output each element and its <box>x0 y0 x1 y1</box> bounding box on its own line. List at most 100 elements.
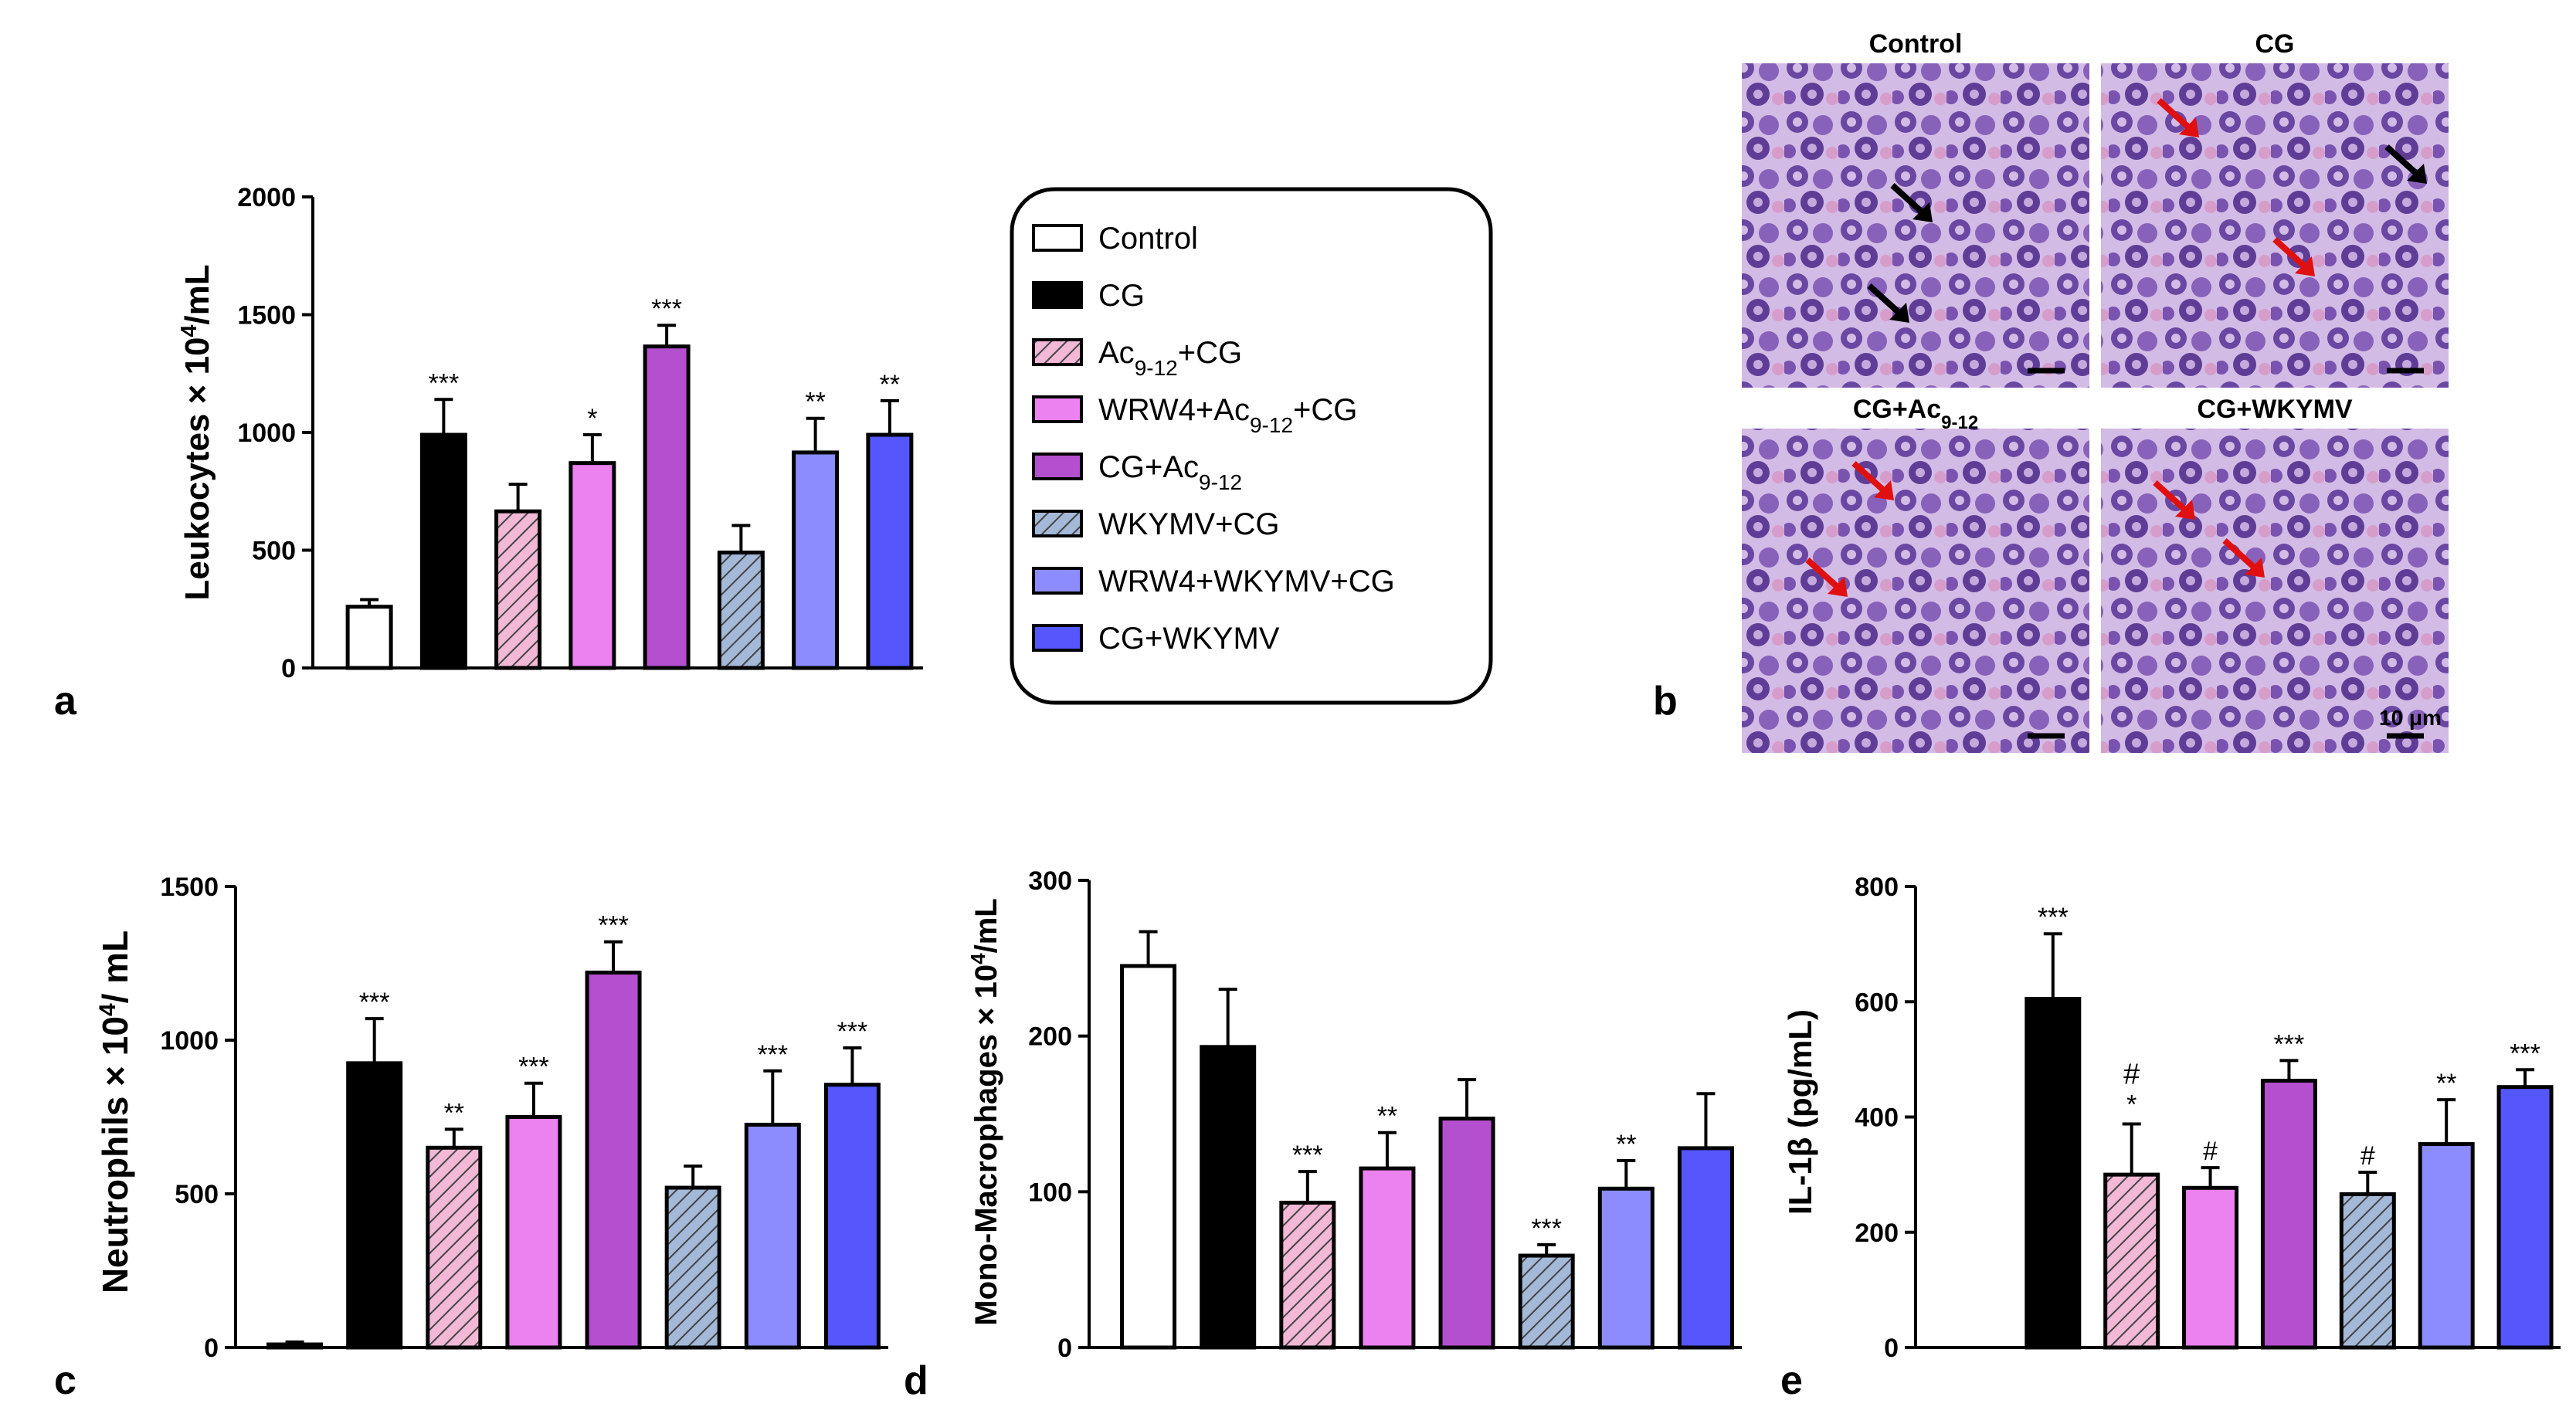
red-arrowhead-icon <box>2175 500 2195 520</box>
significance-label: # <box>2203 1137 2218 1166</box>
bar-d-8 <box>1677 1146 1734 1350</box>
panel-letter-e: e <box>1780 1358 1803 1403</box>
significance-label: *** <box>1531 1214 1562 1243</box>
bar-d-2 <box>1200 1045 1257 1350</box>
bar-e-7 <box>2418 1142 2475 1350</box>
legend-swatch <box>1032 567 1083 595</box>
micrograph-title: CG+WKYMV <box>2197 395 2353 424</box>
panel-letter-a: a <box>54 679 77 724</box>
bar-d-1 <box>1120 964 1177 1350</box>
legend-swatch <box>1032 395 1083 423</box>
bar-a-5 <box>643 344 691 670</box>
significance-label: *** <box>429 368 460 398</box>
legend-swatch <box>1032 624 1083 652</box>
bar-c-8 <box>823 1083 881 1350</box>
bar-d-4 <box>1359 1166 1416 1350</box>
legend-label: WKYMV+CG <box>1098 507 1279 541</box>
red-arrowhead-icon <box>2179 117 2199 137</box>
significance-label: ** <box>1616 1130 1636 1159</box>
legend-label: CG+Ac9-12 <box>1098 450 1242 494</box>
bar-d-5 <box>1438 1117 1495 1350</box>
y-tick-label: 1500 <box>237 301 296 331</box>
y-tick-label: 200 <box>1855 1219 1899 1248</box>
bar-d-6 <box>1518 1253 1575 1350</box>
legend-swatch <box>1032 281 1083 309</box>
significance-label: * <box>2126 1090 2136 1119</box>
red-arrowhead-icon <box>1874 480 1894 500</box>
y-tick-label: 800 <box>1855 873 1899 902</box>
significance-label: ** <box>805 388 825 417</box>
red-arrow-icon <box>2272 237 2310 271</box>
legend-swatch <box>1032 510 1083 537</box>
significance-label: *** <box>651 294 682 324</box>
micrograph-image <box>1742 429 2089 753</box>
y-tick-label: 1500 <box>160 873 219 902</box>
bar-e-6 <box>2339 1192 2396 1350</box>
micrograph-title: CG <box>2255 29 2295 59</box>
legend: Control CG Ac9-12+CG WRW4+Ac9-12+CG CG+Ac9-1… <box>1010 187 1493 705</box>
micrograph-tint <box>2101 63 2449 388</box>
legend-frame <box>1010 187 1493 705</box>
bar-a-2 <box>419 432 467 670</box>
significance-label: * <box>587 404 597 433</box>
red-arrow-icon <box>1805 558 1842 592</box>
bar-c-1 <box>266 1342 324 1350</box>
bar-a-7 <box>792 450 840 670</box>
legend-swatch <box>1032 338 1083 366</box>
bar-a-8 <box>866 432 914 670</box>
black-arrow-icon <box>1867 283 1904 317</box>
significance-label: *** <box>598 911 629 941</box>
bar-c-3 <box>426 1145 483 1350</box>
significance-label-secondary: # <box>2123 1058 2140 1090</box>
bar-c-4 <box>505 1115 562 1350</box>
bar-d-3 <box>1279 1200 1336 1350</box>
bar-c-2 <box>346 1061 403 1350</box>
y-tick-label: 100 <box>1028 1178 1072 1207</box>
y-tick-label: 500 <box>252 537 296 566</box>
y-tick-label: 0 <box>1057 1334 1072 1363</box>
y-tick-label: 1000 <box>160 1026 219 1056</box>
bar-d-7 <box>1597 1186 1655 1350</box>
y-tick-label: 300 <box>1028 866 1072 896</box>
legend-swatch <box>1032 224 1083 252</box>
bar-a-1 <box>345 605 393 670</box>
legend-label: CG <box>1098 279 1145 313</box>
legend-label: WRW4+WKYMV+CG <box>1098 564 1395 598</box>
legend-label: WRW4+Ac9-12+CG <box>1098 393 1357 437</box>
panel-letters: a b c d e <box>54 679 1803 1403</box>
micrograph-image <box>2101 63 2449 388</box>
significance-label: *** <box>837 1017 868 1046</box>
y-tick-label: 600 <box>1855 988 1899 1017</box>
significance-label: *** <box>1292 1141 1323 1170</box>
micrograph-tint <box>1742 429 2089 753</box>
black-arrowhead-icon <box>2407 164 2427 184</box>
legend-label: Ac9-12+CG <box>1098 336 1242 380</box>
significance-label: ** <box>1377 1102 1397 1131</box>
bar-a-4 <box>568 461 616 670</box>
y-axis-label: IL-1β (pg/mL) <box>1782 1009 1818 1215</box>
y-tick-label: 2000 <box>237 183 296 212</box>
bar-a-3 <box>494 509 542 670</box>
bar-c-7 <box>744 1122 801 1350</box>
significance-label: *** <box>2038 903 2069 932</box>
bar-c-6 <box>664 1185 721 1350</box>
significance-label: ** <box>444 1098 464 1127</box>
significance-label: # <box>2360 1141 2375 1171</box>
black-arrow-icon <box>1890 183 1927 217</box>
y-tick-label: 500 <box>175 1180 219 1209</box>
scale-bar-label: 10 μm <box>2379 706 2442 730</box>
bar-e-8 <box>2496 1085 2554 1350</box>
significance-label: *** <box>757 1040 788 1070</box>
micrograph-tint <box>1742 63 2089 388</box>
y-axis-label: Mono-Macrophages × 104/mL <box>966 898 1003 1325</box>
bar-e-5 <box>2260 1078 2317 1350</box>
y-tick-label: 0 <box>1884 1334 1899 1363</box>
micrograph-tint <box>2101 429 2449 753</box>
panel-letter-c: c <box>54 1358 76 1403</box>
red-arrowhead-icon <box>2295 256 2315 276</box>
